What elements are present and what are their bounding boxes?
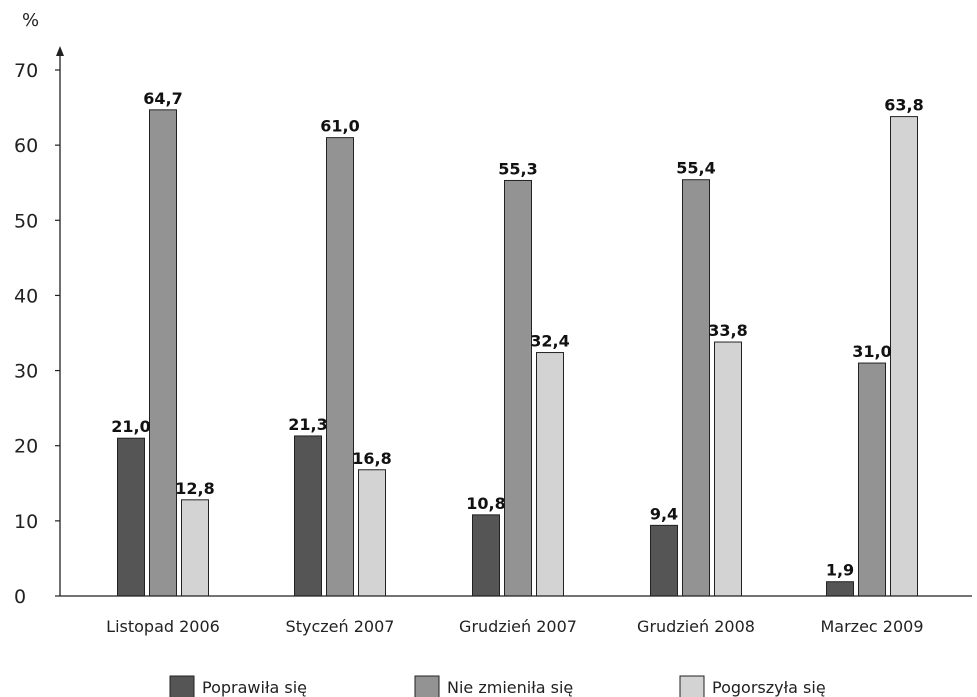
bar (326, 137, 354, 597)
y-tick-label: 70 (14, 60, 38, 82)
bar (181, 499, 209, 597)
bar (826, 581, 854, 597)
legend-label: Nie zmieniła się (447, 678, 573, 697)
axes (56, 46, 972, 597)
legend-swatch (414, 675, 440, 697)
y-axis-arrow-icon (56, 46, 64, 56)
legend-swatch (679, 675, 705, 697)
bars-group (117, 109, 918, 597)
data-label: 10,8 (466, 494, 505, 513)
bar (472, 514, 500, 597)
data-label: 21,3 (288, 415, 327, 434)
data-label: 9,4 (650, 504, 678, 523)
bar (149, 109, 177, 597)
bar (714, 341, 742, 597)
bar (294, 435, 322, 597)
data-label: 21,0 (111, 417, 150, 436)
category-labels-group: Listopad 2006 Styczeń 2007 Grudzień 2007 Gr… (106, 617, 923, 636)
data-label: 55,4 (676, 159, 715, 178)
y-axis-unit-label: % (22, 10, 39, 31)
data-label: 61,0 (320, 117, 359, 136)
category-label: Grudzień 2007 (459, 617, 577, 636)
bar (536, 352, 564, 597)
y-axis-ticks: 0 10 20 30 40 50 60 70 (14, 60, 60, 608)
legend-label: Poprawiła się (202, 678, 307, 697)
legend: Poprawiła się Nie zmieniła się Pogorszyła … (169, 675, 826, 697)
data-label: 64,7 (143, 89, 182, 108)
data-label: 63,8 (884, 96, 923, 115)
y-tick-label: 30 (14, 361, 38, 383)
y-tick-label: 60 (14, 135, 38, 157)
bar (650, 524, 678, 597)
data-labels-group: 21,0 64,7 12,8 21,3 61,0 16,8 10,8 55,3 32,4 9,4 5… (111, 89, 923, 580)
data-label: 12,8 (175, 479, 214, 498)
category-label: Marzec 2009 (820, 617, 923, 636)
y-tick-label: 40 (14, 285, 38, 307)
data-label: 1,9 (826, 561, 854, 580)
y-tick-label: 20 (14, 436, 38, 458)
y-tick-label: 50 (14, 210, 38, 232)
category-label: Grudzień 2008 (637, 617, 755, 636)
y-tick-label: 0 (14, 586, 26, 608)
category-label: Listopad 2006 (106, 617, 220, 636)
category-label: Styczeń 2007 (286, 617, 395, 636)
y-tick-label: 10 (14, 511, 38, 533)
bar (890, 116, 918, 597)
bar (358, 469, 386, 597)
data-label: 32,4 (530, 332, 569, 351)
bar (117, 437, 145, 597)
data-label: 33,8 (708, 321, 747, 340)
data-label: 55,3 (498, 159, 537, 178)
bar (504, 179, 532, 597)
bar (858, 362, 886, 597)
bar (682, 179, 710, 597)
legend-label: Pogorszyła się (712, 678, 826, 697)
data-label: 31,0 (852, 342, 891, 361)
legend-swatch (169, 675, 195, 697)
data-label: 16,8 (352, 449, 391, 468)
